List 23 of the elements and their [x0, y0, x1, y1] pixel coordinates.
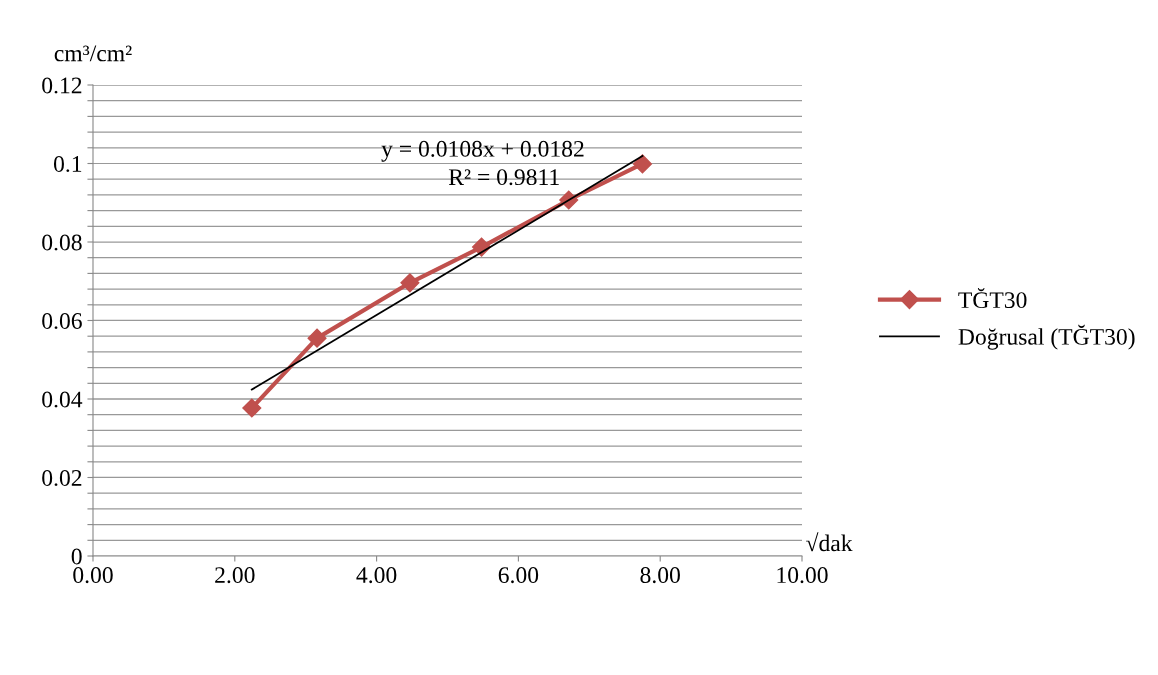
- x-tick-label: 4.00: [356, 567, 397, 584]
- point: [242, 398, 262, 418]
- x-tick-label: 8.00: [640, 567, 680, 584]
- y-tick-label: 0: [71, 548, 82, 565]
- point: [307, 328, 327, 348]
- y-tick-label: 0.04: [42, 391, 83, 408]
- y-axis-title: cm³/cm²: [54, 45, 132, 62]
- legend-label: Doğrusal (TĞT30): [958, 324, 1135, 350]
- y-tick-label: 0.1: [53, 155, 82, 173]
- x-tick-label: 2.00: [215, 567, 255, 584]
- point: [632, 154, 653, 174]
- y-tick-label: 0.02: [42, 469, 82, 487]
- legend-label: TĞT30: [958, 287, 1027, 309]
- y-tick-label: 0.12: [42, 77, 82, 94]
- x-tick-label: 6.00: [498, 567, 539, 584]
- annotation: R² = 0.9811: [448, 169, 559, 186]
- point: [400, 273, 420, 293]
- x-tick-label: 0.00: [73, 567, 113, 584]
- annotation: y = 0.0108x + 0.0182: [381, 140, 584, 162]
- x-axis-title: √dak: [806, 532, 853, 552]
- y-tick-label: 0.08: [42, 234, 82, 251]
- x-tick-label: 10.00: [777, 567, 828, 584]
- y-tick-label: 0.06: [42, 312, 82, 330]
